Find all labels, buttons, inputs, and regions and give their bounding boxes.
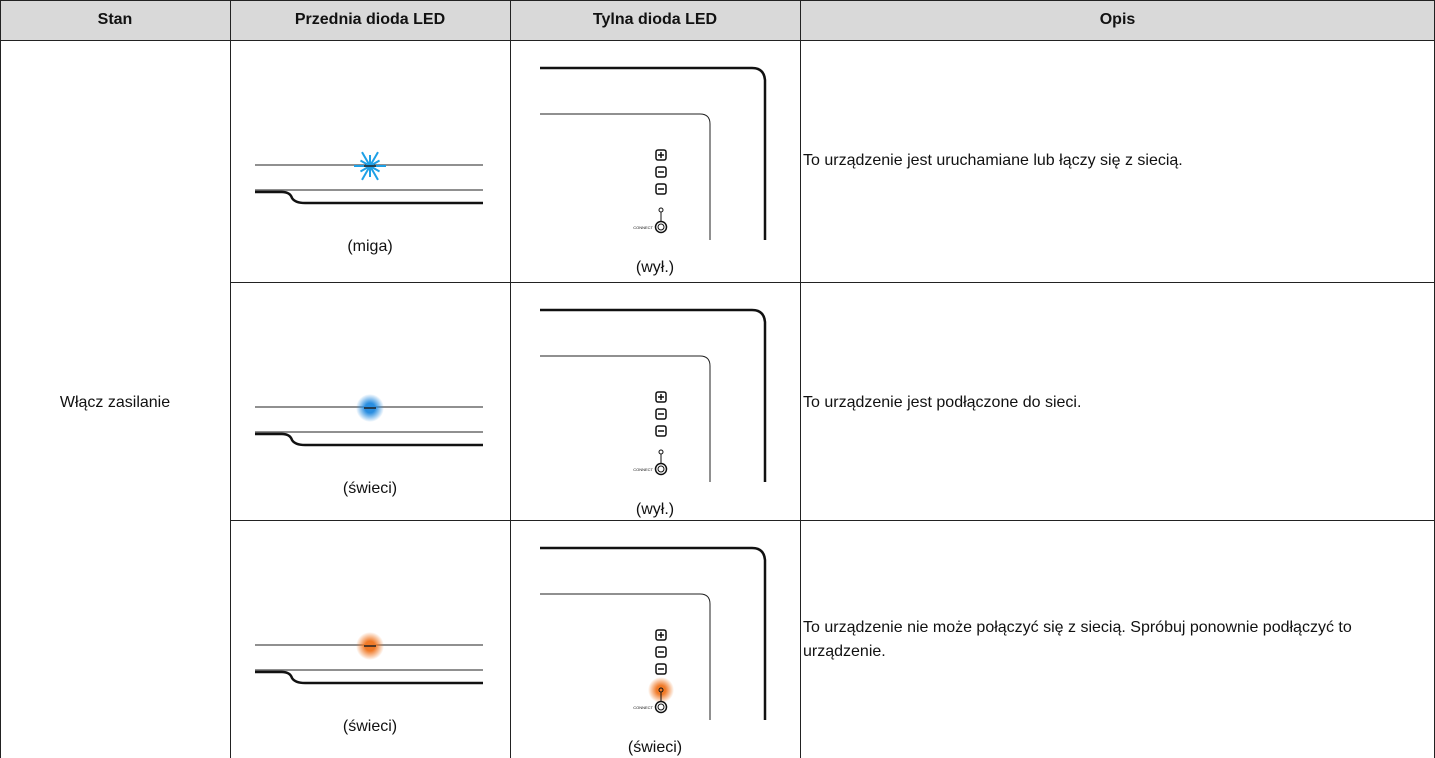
connect-button <box>654 462 668 476</box>
button-icon <box>655 646 667 658</box>
button-icon <box>655 425 667 437</box>
button-icon <box>655 408 667 420</box>
rear-edge <box>540 66 767 240</box>
panel-edge <box>255 670 483 685</box>
ray <box>369 151 379 167</box>
connect-label: CONNECT <box>633 467 653 472</box>
rear-inner <box>540 113 711 240</box>
rear-led <box>658 449 664 455</box>
header-cell: Stan <box>97 11 133 28</box>
button-icon <box>655 629 667 641</box>
connect-button-inner <box>657 703 665 711</box>
rear-inner <box>540 593 711 720</box>
header-cell: Tylna dioda LED <box>592 11 718 28</box>
rear-edge <box>540 546 767 720</box>
connect-label: CONNECT <box>633 225 653 230</box>
panel-edge <box>255 190 483 205</box>
connect-button-inner <box>657 223 665 231</box>
header-cell: Opis <box>1099 11 1136 28</box>
rear-inner <box>540 355 711 482</box>
button-icon <box>655 183 667 195</box>
ray <box>369 165 379 181</box>
rear-label: (wył.) <box>635 501 675 518</box>
connect-button <box>654 700 668 714</box>
rear-label: (świeci) <box>627 739 683 756</box>
header-bg <box>0 0 1435 40</box>
rear-led <box>658 207 664 213</box>
front-label: (świeci) <box>342 718 398 735</box>
ray <box>369 159 381 167</box>
header-cell: Przednia dioda LED <box>294 11 446 28</box>
ray <box>361 165 371 181</box>
button-icon <box>655 149 667 161</box>
front-label: (miga) <box>347 238 393 255</box>
button-icon <box>655 166 667 178</box>
ray <box>361 151 371 167</box>
state-cell: Włącz zasilanie <box>59 394 171 411</box>
led-blink <box>354 151 386 181</box>
front-label: (świeci) <box>342 480 398 497</box>
connect-label: CONNECT <box>633 705 653 710</box>
button-icon <box>655 663 667 675</box>
description: To urządzenie jest podłączone do sieci. <box>803 394 1082 411</box>
panel-edge <box>255 432 483 447</box>
description: To urządzenie jest uruchamiane lub łączy… <box>803 152 1183 169</box>
led-glow <box>648 677 674 703</box>
rear-label: (wył.) <box>635 259 675 276</box>
rear-edge <box>540 308 767 482</box>
button-icon <box>655 391 667 403</box>
connect-button-inner <box>657 465 665 473</box>
description: To urządzenie nie może połączyć się z si… <box>803 619 1352 660</box>
connect-button <box>654 220 668 234</box>
